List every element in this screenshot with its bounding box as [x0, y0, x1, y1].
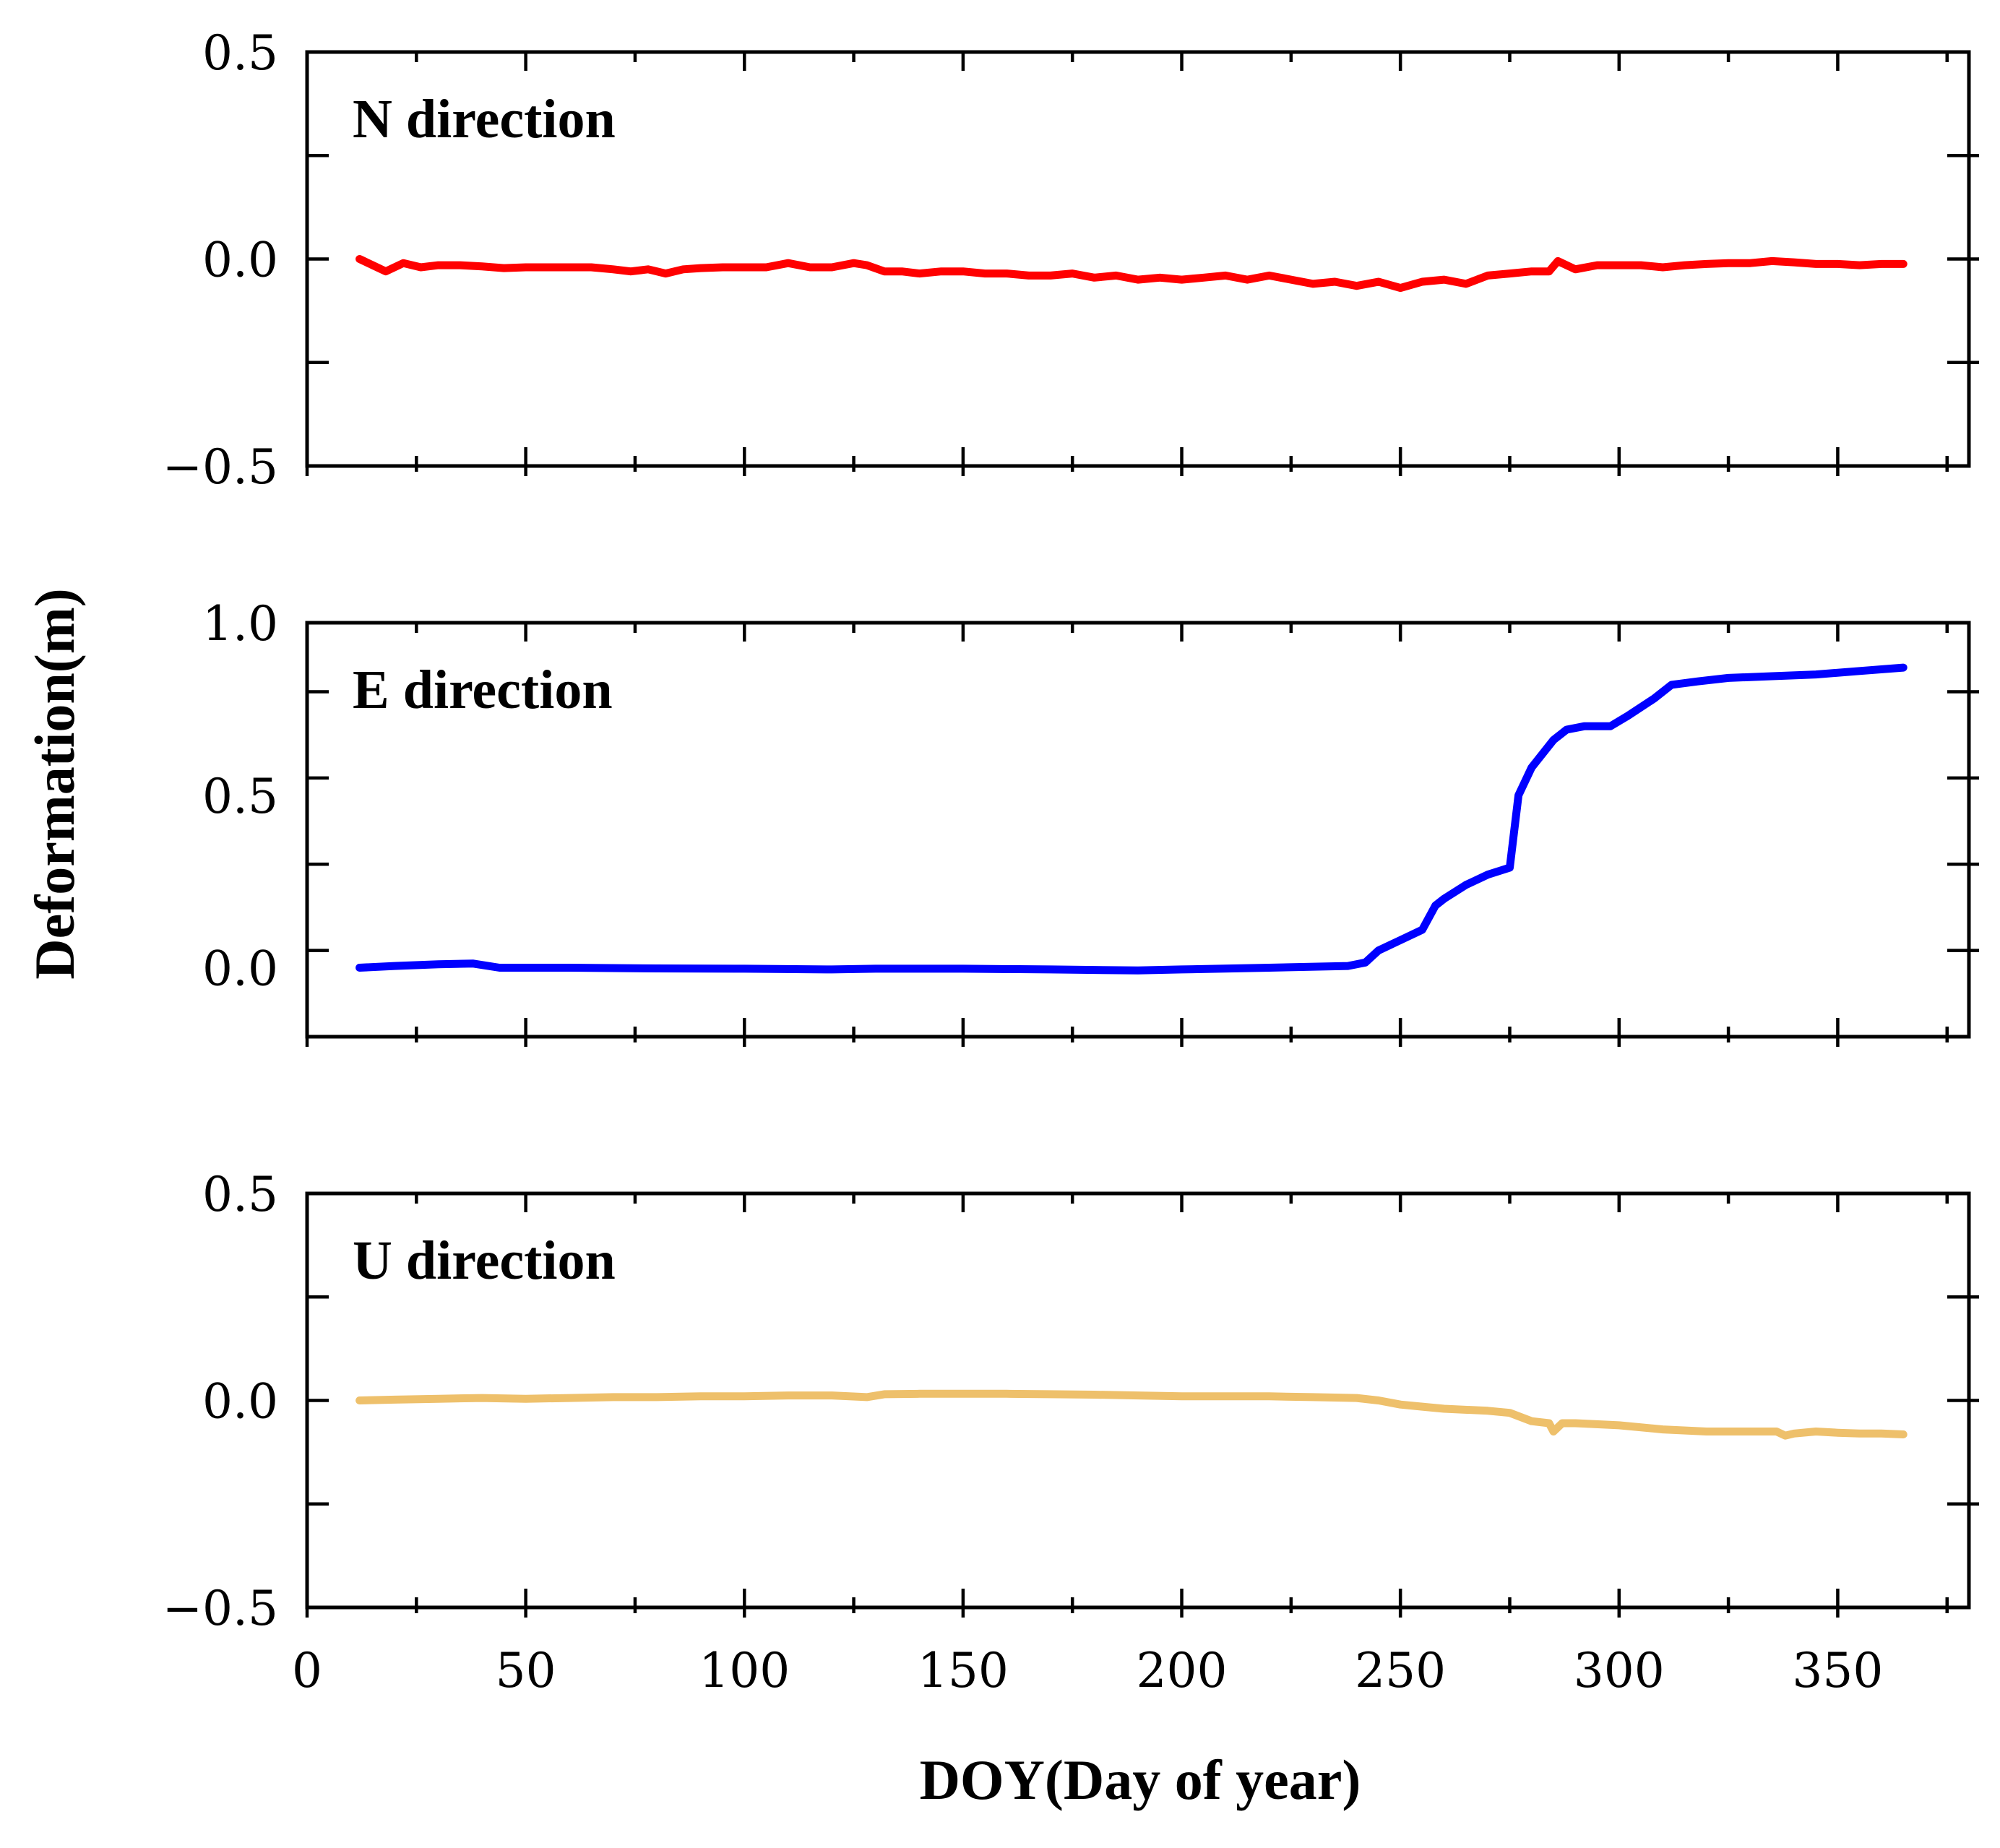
y-axis-title: Deformation(m)	[23, 588, 86, 979]
x-tick-label: 250	[1355, 1643, 1446, 1698]
panels: −0.5 0.0 0.5 N direction 0.0 0.5 1.0 E directio…	[163, 25, 1979, 1698]
panel-n-label: N direction	[353, 89, 616, 150]
panel-e: 0.0 0.5 1.0 E direction	[202, 596, 1979, 1047]
panel-u: −0.5 0.0 0.5 U direction	[163, 1167, 1979, 1636]
x-axis-title: DOY(Day of year)	[920, 1748, 1361, 1811]
panel-e-y-tick-label: 1.0	[202, 596, 278, 652]
panel-e-frame	[305, 621, 1971, 1039]
panel-n: −0.5 0.0 0.5 N direction	[163, 25, 1979, 495]
x-tick-label: 100	[699, 1643, 790, 1698]
x-tick-label: 50	[496, 1643, 556, 1698]
x-tick-label: 350	[1792, 1643, 1883, 1698]
panel-e-y-tick-label: 0.5	[202, 769, 278, 824]
panel-u-y-tick-label: 0.0	[202, 1374, 278, 1430]
panel-n-y-tick-label: 0.0	[202, 233, 278, 288]
panel-u-y-tick-label: 0.5	[202, 1167, 278, 1222]
x-tick-label: 200	[1137, 1643, 1228, 1698]
panel-e-series-line	[355, 663, 1908, 975]
x-tick-label: 150	[918, 1643, 1009, 1698]
panel-n-y-tick-label: −0.5	[163, 439, 278, 495]
panel-n-y-tick-label: 0.5	[202, 25, 278, 81]
panel-e-label: E direction	[353, 660, 613, 720]
panel-u-series-line	[355, 1389, 1908, 1440]
panel-u-label: U direction	[353, 1230, 616, 1291]
x-tick-label: 300	[1574, 1643, 1665, 1698]
panel-u-y-tick-label: −0.5	[163, 1581, 278, 1636]
panel-e-y-tick-label: 0.0	[202, 941, 278, 997]
x-tick-label: 0	[292, 1643, 322, 1698]
panel-n-series-line	[355, 255, 1908, 293]
